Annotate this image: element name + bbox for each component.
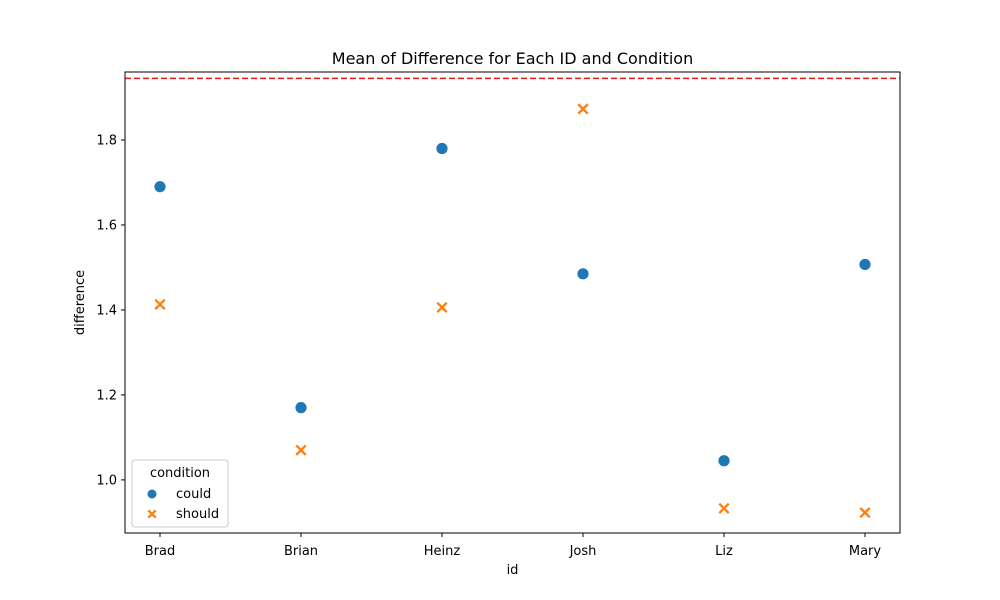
y-tick-label: 1.8 [96, 133, 117, 148]
point-could-brad [153, 180, 167, 194]
x-tick-label: Mary [849, 544, 882, 559]
y-axis-label: difference [73, 270, 88, 335]
legend-marker-could [147, 489, 157, 499]
point-should-brad [153, 297, 167, 311]
x-tick-label: Liz [715, 544, 733, 559]
point-could-josh [576, 267, 590, 281]
point-should-josh [576, 102, 590, 116]
y-tick-label: 1.6 [96, 218, 117, 233]
y-tick-label: 1.2 [96, 388, 117, 403]
chart-title: Mean of Difference for Each ID and Condi… [332, 49, 693, 68]
plot-frame [124, 71, 901, 534]
y-tick-label: 1.0 [96, 473, 117, 488]
y-tick-label: 1.4 [96, 303, 117, 318]
point-should-heinz [435, 300, 449, 314]
point-should-brian [294, 443, 308, 457]
x-tick-label: Heinz [424, 544, 461, 559]
point-should-liz [717, 501, 731, 515]
point-could-heinz [435, 142, 449, 155]
legend-label-could: could [176, 487, 211, 502]
legend-label-should: should [176, 507, 219, 522]
legend-title: condition [150, 466, 210, 481]
legend-box [131, 459, 229, 528]
point-could-brian [294, 401, 308, 415]
point-should-mary [858, 506, 872, 520]
legend-marker-should [147, 509, 157, 519]
x-tick-label: Josh [569, 544, 597, 559]
legend: condition could should [131, 459, 229, 528]
x-axis-label: id [507, 563, 519, 578]
point-could-mary [858, 258, 872, 271]
point-could-liz [717, 454, 731, 468]
x-tick-label: Brian [284, 544, 318, 559]
x-tick-label: Brad [145, 544, 175, 559]
